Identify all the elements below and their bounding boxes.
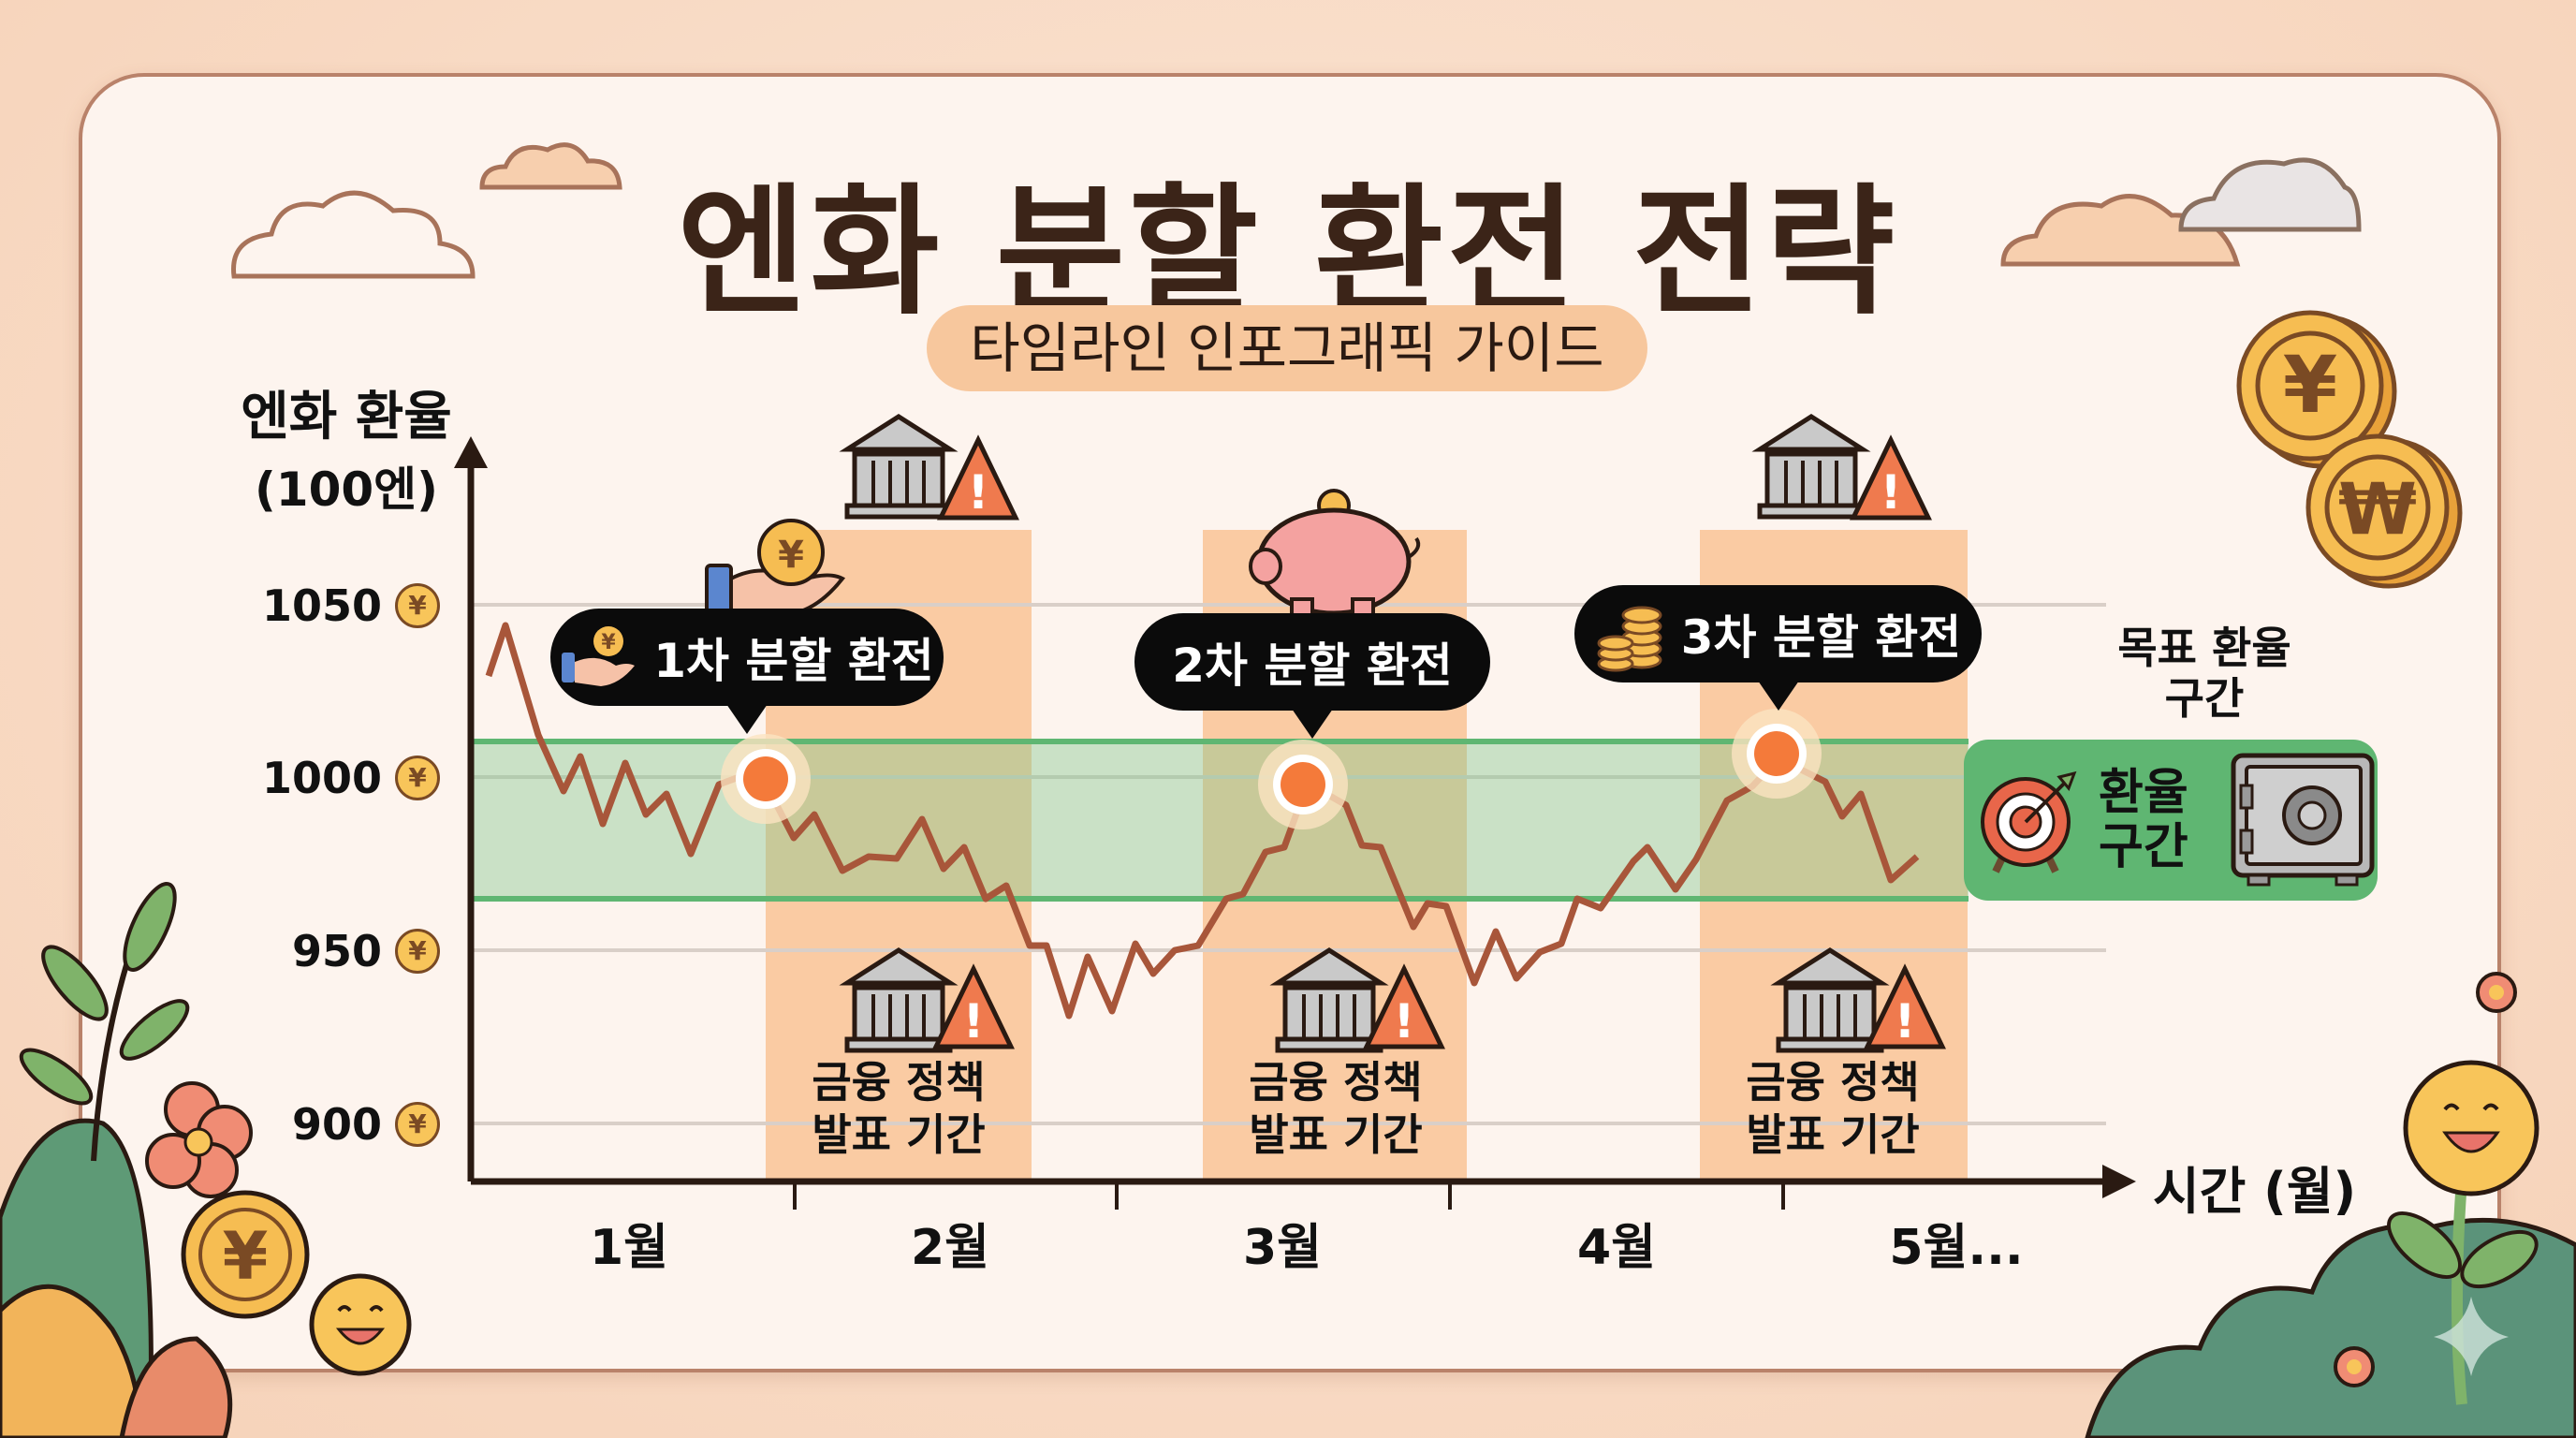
target-zone-caption: 목표 환율 구간 [2087, 623, 2321, 724]
yen-coin-icon: ¥ [181, 1190, 310, 1319]
warning-icon: ! [937, 434, 1019, 521]
target-label-line1: 환율 [2099, 765, 2188, 821]
policy-label-line2: 발표 기간 [1249, 1109, 1423, 1160]
flower-icon [145, 1081, 253, 1198]
bank-icon [1770, 947, 1890, 1053]
svg-text:!: ! [968, 465, 989, 520]
bank-icon [1751, 414, 1871, 520]
policy-label-line2: 발표 기간 [812, 1109, 986, 1160]
y-axis-title-line1: 엔화 환율 [241, 387, 452, 448]
svg-text:₩: ₩ [2338, 467, 2417, 550]
y-tick: 1050 ¥ [225, 580, 440, 631]
policy-period-label: 금융 정책 발표 기간 [1700, 1056, 1966, 1161]
callout-label: 3차 분할 환전 [1680, 610, 1962, 665]
svg-text:!: ! [1881, 465, 1902, 520]
x-axis-title: 시간 (월) [2153, 1162, 2357, 1221]
warning-icon: ! [1850, 434, 1932, 521]
cloud-icon [2178, 157, 2362, 232]
smiley-coin-icon [309, 1273, 412, 1376]
exchange-point-marker [1258, 740, 1348, 829]
exchange-point-marker [1732, 709, 1822, 799]
policy-period-label: 금융 정책 발표 기간 [1203, 1056, 1469, 1161]
yen-coin-icon: ¥ [395, 929, 440, 974]
yen-coin-icon: ¥ [395, 756, 440, 800]
target-zone-label: 환율 구간 [2099, 766, 2211, 874]
x-tick-label: 5월... [1889, 1220, 2024, 1276]
y-tick-value: 1000 [261, 753, 382, 803]
subtitle-pill: 타임라인 인포그래픽 가이드 [927, 305, 1647, 391]
svg-text:¥: ¥ [778, 534, 804, 577]
svg-text:!: ! [1895, 994, 1916, 1049]
y-tick: 950 ¥ [225, 926, 440, 976]
x-axis-arrow-icon [2102, 1165, 2136, 1198]
policy-label-line2: 발표 기간 [1746, 1109, 1920, 1160]
sparkle-icon [2434, 1297, 2509, 1376]
y-axis-arrow-icon [454, 436, 488, 468]
y-tick: 1000 ¥ [225, 753, 440, 803]
y-tick-value: 1050 [261, 580, 382, 631]
policy-label-line1: 금융 정책 [1746, 1057, 1920, 1108]
svg-text:¥: ¥ [223, 1218, 269, 1295]
y-axis-title: 엔화 환율 (100엔) [225, 374, 468, 520]
cloud-icon [231, 190, 476, 279]
callout-second-exchange: 2차 분할 환전 [1134, 613, 1490, 739]
svg-text:¥: ¥ [2283, 339, 2337, 431]
callout-first-exchange: ¥ 1차 분할 환전 [550, 609, 944, 734]
won-coin-icon: ₩ [2305, 433, 2463, 589]
yen-coin-icon: ¥ [2236, 310, 2397, 469]
bank-icon [1269, 947, 1389, 1053]
hand-coin-icon: ¥ [562, 626, 636, 686]
callout-third-exchange: 3차 분할 환전 [1574, 585, 1982, 711]
policy-period-label: 금융 정책 발표 기간 [766, 1056, 1032, 1161]
svg-text:!: ! [1394, 994, 1415, 1049]
target-zone-box: 환율 구간 [1964, 740, 2378, 901]
target-caption-line1: 목표 환율 [2117, 623, 2291, 673]
target-caption-line2: 구간 [2164, 673, 2245, 724]
warning-icon: ! [1363, 963, 1445, 1049]
hand-holding-yen-icon: ¥ [705, 519, 846, 620]
cloud-icon [479, 142, 622, 190]
y-tick: 900 ¥ [225, 1099, 440, 1150]
callout-label: 1차 분할 환전 [653, 634, 934, 688]
target-arrow-icon [1981, 770, 2077, 873]
y-tick-value: 950 [291, 926, 382, 976]
smiley-flower-icon [2387, 1060, 2539, 1405]
policy-label-line1: 금융 정책 [812, 1057, 986, 1108]
policy-label-line1: 금융 정책 [1249, 1057, 1423, 1108]
warning-icon: ! [932, 963, 1015, 1049]
y-tick-value: 900 [291, 1099, 382, 1150]
yen-coin-icon: ¥ [395, 583, 440, 628]
svg-text:!: ! [963, 994, 985, 1049]
svg-text:¥: ¥ [602, 631, 617, 654]
flower-icon [2334, 972, 2517, 1387]
x-tick-label: 1월 [589, 1220, 669, 1276]
x-tick-label: 4월 [1576, 1220, 1657, 1276]
coin-stack-icon [1597, 606, 1662, 672]
x-tick-label: 2월 [910, 1220, 990, 1276]
safe-icon [2231, 753, 2375, 887]
bank-icon [839, 414, 959, 520]
warning-icon: ! [1864, 963, 1946, 1049]
x-tick-label: 3월 [1242, 1220, 1323, 1276]
x-ticks [793, 1181, 1785, 1210]
callout-label: 2차 분할 환전 [1172, 638, 1453, 693]
exchange-point-marker [721, 734, 811, 824]
yen-coin-icon: ¥ [395, 1102, 440, 1147]
plant-decoration [0, 882, 233, 1438]
y-axis-title-line2: (100엔) [254, 462, 439, 517]
target-label-line2: 구간 [2099, 819, 2188, 875]
